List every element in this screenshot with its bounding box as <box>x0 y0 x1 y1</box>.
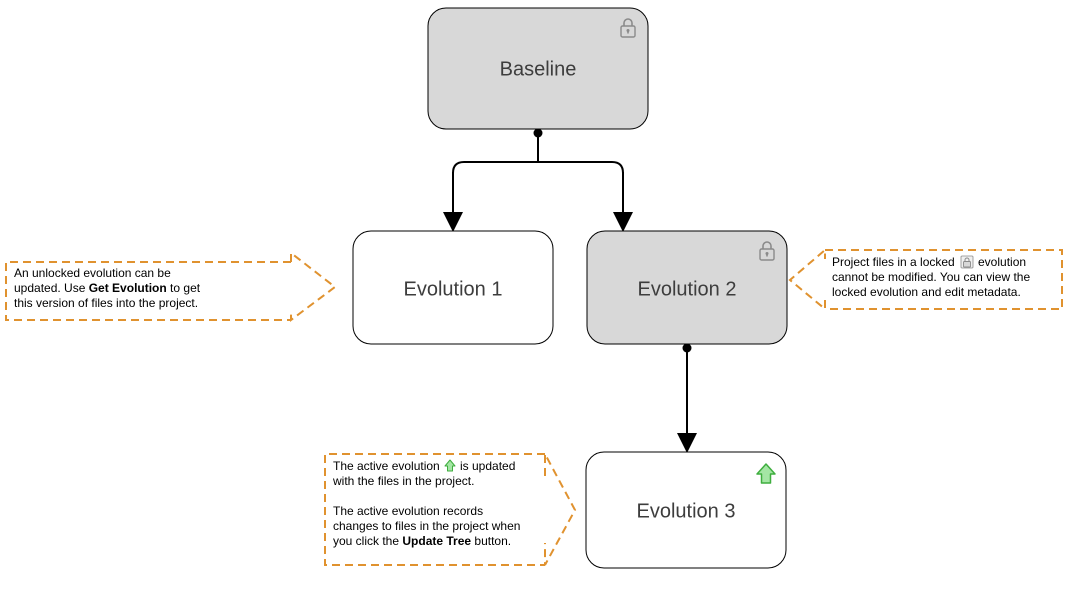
edge-baseline-children <box>453 129 623 223</box>
node-evolution1: Evolution 1 <box>353 231 553 344</box>
callout-unlocked-text: An unlocked evolution can be updated. Us… <box>14 266 203 310</box>
callout-locked: Project files in a locked evolution cann… <box>790 250 1062 309</box>
callout-locked-text: Project files in a locked evolution cann… <box>832 255 1033 299</box>
lock-icon <box>961 256 973 268</box>
node-evolution2-label: Evolution 2 <box>638 278 737 300</box>
evolution-diagram: Baseline Evolution 1 Evolution 2 Evoluti… <box>0 0 1073 601</box>
node-evolution2: Evolution 2 <box>587 231 787 344</box>
callout-unlocked: An unlocked evolution can be updated. Us… <box>6 253 335 320</box>
node-evolution3-label: Evolution 3 <box>637 500 736 522</box>
node-evolution3: Evolution 3 <box>586 452 786 568</box>
edge-evolution2-evolution3 <box>683 344 692 444</box>
node-baseline-label: Baseline <box>500 58 577 80</box>
callout-active-text: The active evolution is updated with the… <box>332 459 524 548</box>
active-arrow-icon <box>445 460 455 471</box>
node-evolution1-label: Evolution 1 <box>404 278 503 300</box>
node-baseline: Baseline <box>428 8 648 129</box>
callout-active: The active evolution is updated with the… <box>325 454 575 565</box>
